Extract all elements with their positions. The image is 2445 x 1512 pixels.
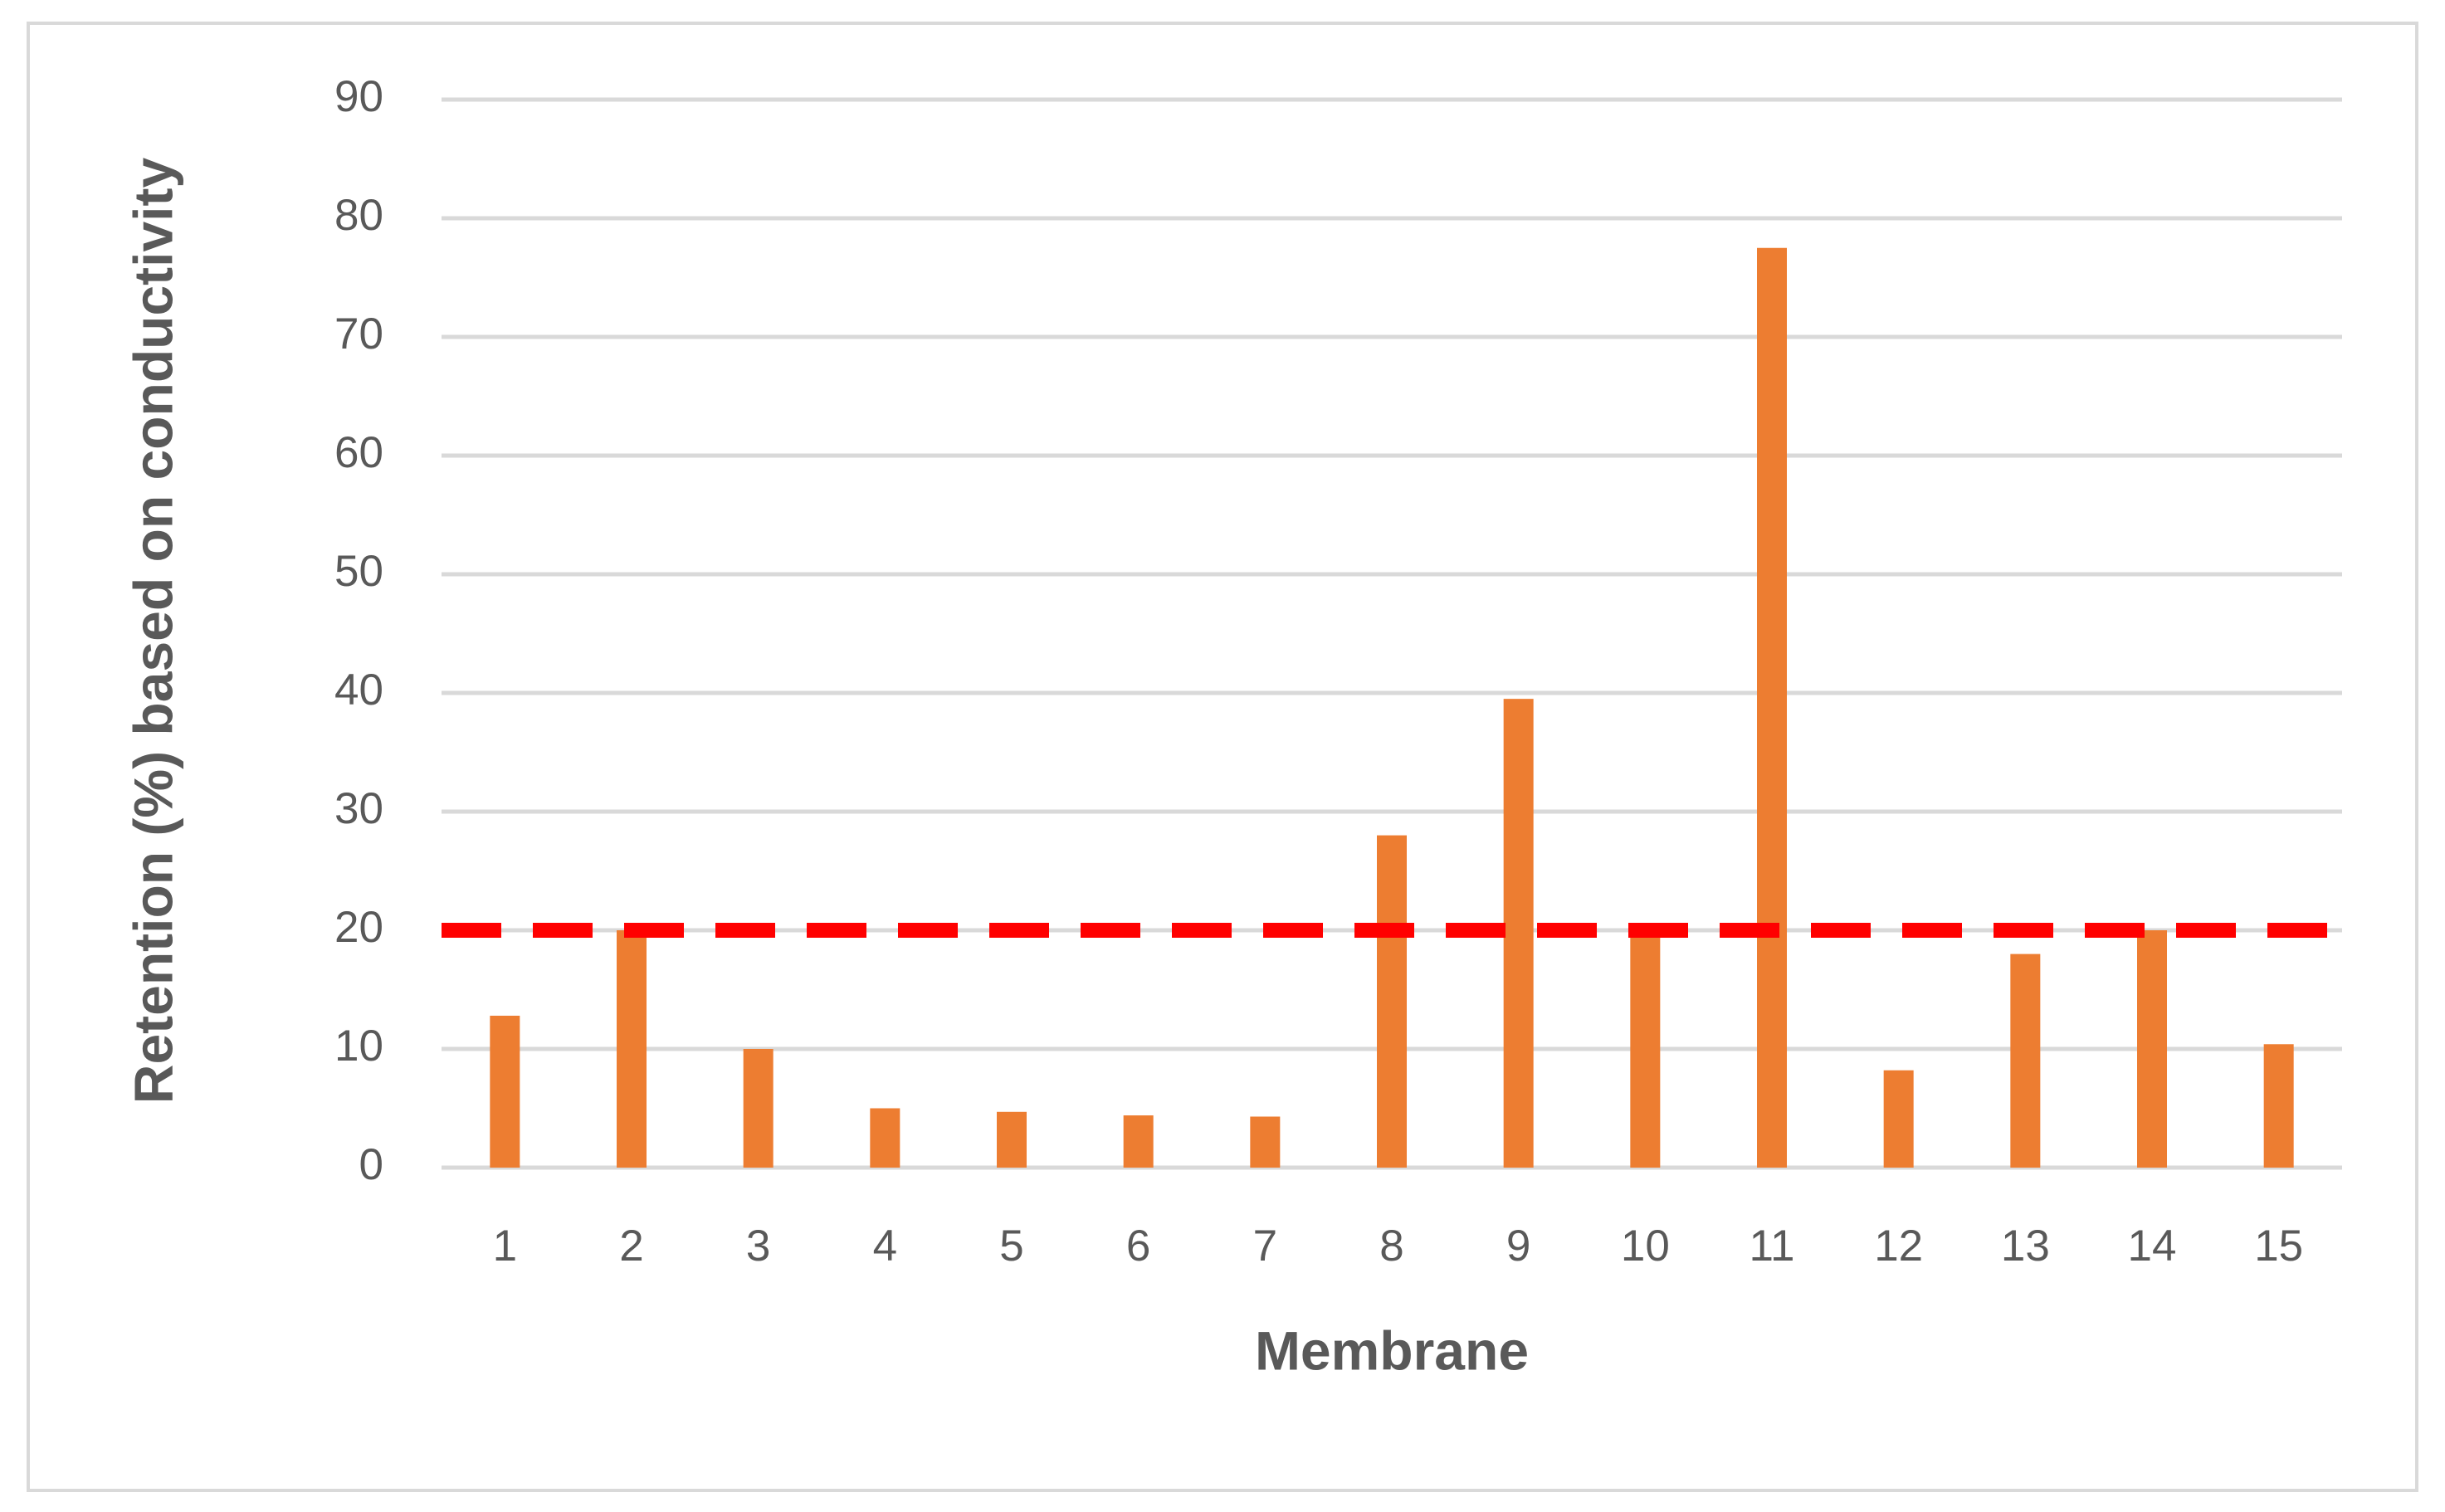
bar	[1377, 835, 1407, 1168]
bar	[743, 1049, 774, 1168]
x-tick-label: 4	[873, 1222, 897, 1271]
y-tick-label: 70	[334, 310, 383, 358]
x-tick-label: 13	[2001, 1222, 2050, 1271]
bar	[617, 930, 647, 1168]
y-tick-label: 20	[334, 903, 383, 952]
y-tick-label: 80	[334, 191, 383, 240]
y-tick-label: 40	[334, 666, 383, 715]
bar	[1250, 1116, 1281, 1168]
x-tick-label: 5	[999, 1222, 1023, 1271]
bar	[870, 1108, 900, 1168]
x-tick-label: 7	[1253, 1222, 1277, 1271]
bar	[1503, 699, 1534, 1168]
x-tick-label: 1	[493, 1222, 517, 1271]
y-tick-label: 30	[334, 784, 383, 833]
bar	[1757, 247, 1787, 1168]
y-tick-label: 50	[334, 547, 383, 596]
x-tick-label: 15	[2254, 1222, 2303, 1271]
y-tick-label: 60	[334, 428, 383, 477]
y-tick-label: 0	[359, 1140, 383, 1189]
y-tick-label: 10	[334, 1022, 383, 1071]
y-axis-title: Retention (%) based on conductivity	[122, 158, 183, 1105]
bar	[2010, 954, 2041, 1168]
bar	[1883, 1070, 1914, 1168]
chart-frame	[27, 22, 2418, 1492]
x-tick-label: 9	[1506, 1222, 1530, 1271]
bar	[490, 1015, 520, 1168]
bar	[2263, 1044, 2294, 1168]
y-tick-label: 90	[334, 72, 383, 121]
x-tick-label: 8	[1379, 1222, 1403, 1271]
x-tick-label: 11	[1749, 1222, 1794, 1271]
x-tick-label: 3	[746, 1222, 770, 1271]
bar	[2137, 930, 2167, 1168]
x-tick-label: 2	[619, 1222, 643, 1271]
x-axis-title: Membrane	[1255, 1319, 1529, 1381]
bar	[1123, 1115, 1154, 1168]
x-tick-label: 12	[1874, 1222, 1923, 1271]
bar	[997, 1111, 1027, 1168]
x-tick-label: 6	[1126, 1222, 1150, 1271]
bar	[1630, 930, 1661, 1168]
x-tick-label: 14	[2128, 1222, 2177, 1271]
x-tick-label: 10	[1621, 1222, 1670, 1271]
